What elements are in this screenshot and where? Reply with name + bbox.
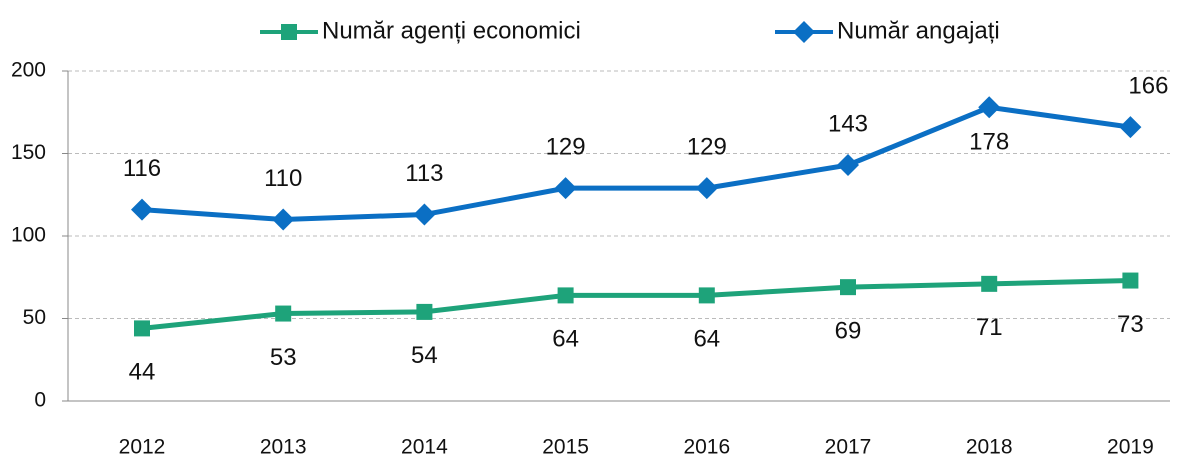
- data-label: 143: [828, 110, 868, 137]
- data-label: 53: [270, 344, 297, 371]
- point: [416, 303, 433, 320]
- y-tick-label: 150: [11, 141, 46, 164]
- data-label: 64: [552, 326, 579, 353]
- data-label: 44: [129, 359, 156, 386]
- point: [840, 279, 856, 296]
- point: [272, 208, 295, 231]
- point: [131, 198, 153, 221]
- point: [978, 96, 1001, 119]
- data-label: 73: [1117, 311, 1144, 338]
- point: [981, 275, 998, 292]
- x-tick-label: 2015: [542, 436, 589, 459]
- data-label: 64: [693, 326, 720, 353]
- data-label: 166: [1128, 72, 1168, 99]
- point: [1119, 116, 1142, 139]
- legend-label: Număr angajați: [837, 17, 1000, 44]
- point: [837, 154, 859, 177]
- data-label: 110: [264, 165, 302, 192]
- data-label: 71: [976, 314, 1003, 341]
- point: [554, 177, 577, 200]
- legend-marker: [281, 24, 297, 40]
- x-tick-label: 2018: [966, 436, 1013, 459]
- line: [141, 278, 1131, 331]
- x-tick-label: 2012: [119, 436, 166, 459]
- x-tick-label: 2016: [683, 436, 730, 459]
- data-label: 69: [835, 317, 862, 344]
- x-tick-label: 2013: [260, 436, 307, 459]
- point: [134, 320, 150, 337]
- data-label: 178: [969, 129, 1009, 156]
- data-label: 129: [687, 133, 727, 160]
- point: [698, 287, 715, 304]
- point: [1122, 272, 1139, 289]
- line: [141, 104, 1131, 223]
- x-tick-label: 2019: [1107, 436, 1154, 459]
- data-label: 129: [546, 133, 586, 160]
- legend-label: Număr agenți economici: [322, 17, 581, 44]
- x-tick-label: 2014: [401, 436, 448, 459]
- y-tick-label: 50: [23, 306, 46, 329]
- point: [695, 177, 718, 200]
- data-label: 116: [123, 155, 161, 182]
- data-label: 54: [411, 342, 438, 369]
- y-tick-label: 100: [11, 224, 46, 247]
- point: [557, 287, 574, 304]
- point: [275, 305, 292, 322]
- point: [413, 203, 436, 226]
- y-tick-label: 200: [11, 59, 46, 82]
- legend-marker: [793, 21, 815, 43]
- x-tick-label: 2017: [825, 436, 872, 459]
- y-tick-label: 0: [34, 389, 46, 412]
- data-label: 113: [405, 160, 443, 187]
